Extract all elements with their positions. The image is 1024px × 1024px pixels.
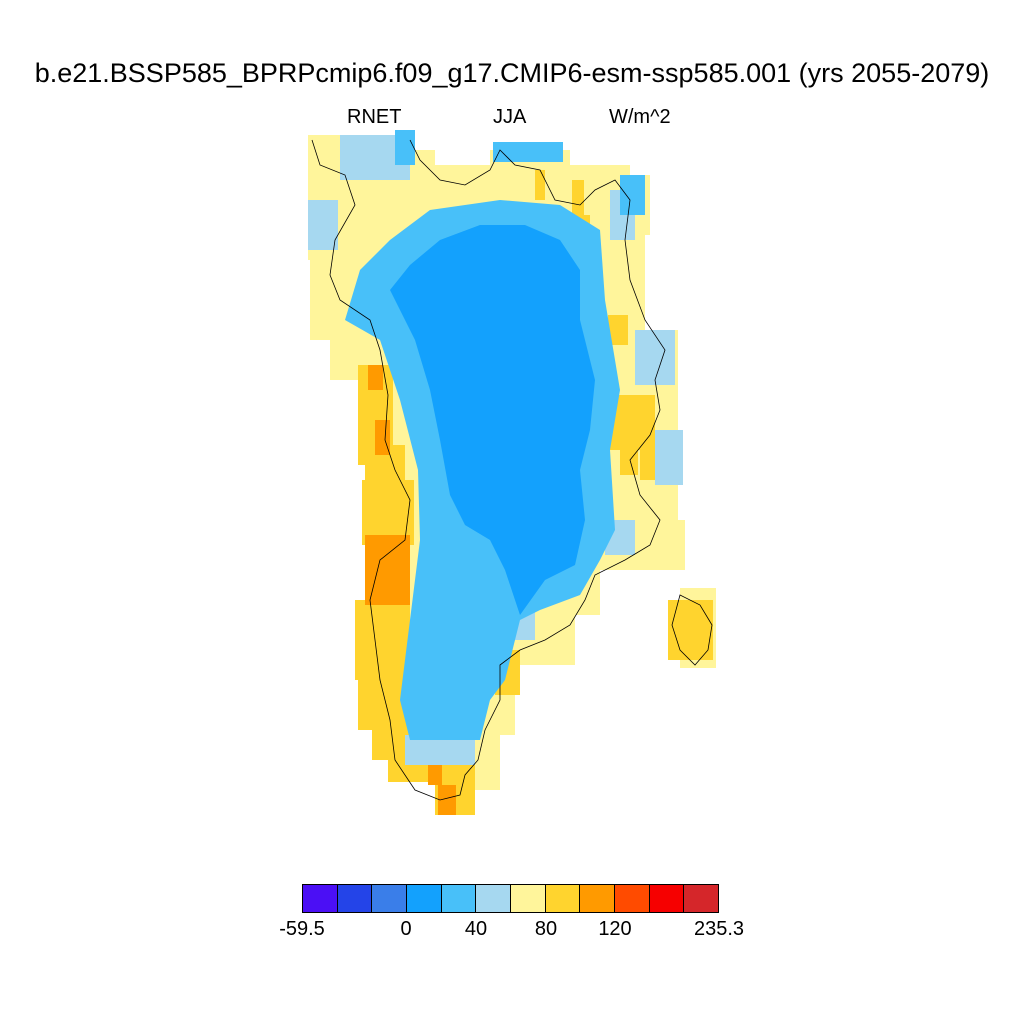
colorbar-tick-label: 120 <box>598 918 632 940</box>
season-label: JJA <box>493 106 527 128</box>
figure-title: b.e21.BSSP585_BPRPcmip6.f09_g17.CMIP6-es… <box>34 58 990 88</box>
colorbar <box>302 884 719 913</box>
colorbar-box <box>615 885 650 912</box>
colorbar-tick-label: 0 <box>400 918 412 940</box>
units-label: W/m^2 <box>609 106 671 128</box>
coastal-band-orange <box>365 365 456 815</box>
colorbar-box <box>580 885 616 912</box>
colorbar-box <box>441 885 477 912</box>
ice-interior-blue <box>390 225 595 615</box>
colorbar-box <box>649 885 685 912</box>
colorbar-tick-label: 40 <box>464 918 488 940</box>
colorbar-tick-label: -59.5 <box>279 918 325 940</box>
colorbar-box <box>303 885 338 912</box>
colorbar-box <box>476 885 512 912</box>
colorbar-box <box>407 885 442 912</box>
colorbar-tick-label: 80 <box>534 918 558 940</box>
variable-label: RNET <box>347 106 402 128</box>
colorbar-tick-label: 235.3 <box>693 918 745 940</box>
colorbar-box <box>545 885 581 912</box>
colorbar-box <box>511 885 546 912</box>
coastline <box>311 139 713 801</box>
colorbar-box <box>372 885 408 912</box>
colorbar-box <box>684 885 719 912</box>
colorbar-box <box>337 885 373 912</box>
